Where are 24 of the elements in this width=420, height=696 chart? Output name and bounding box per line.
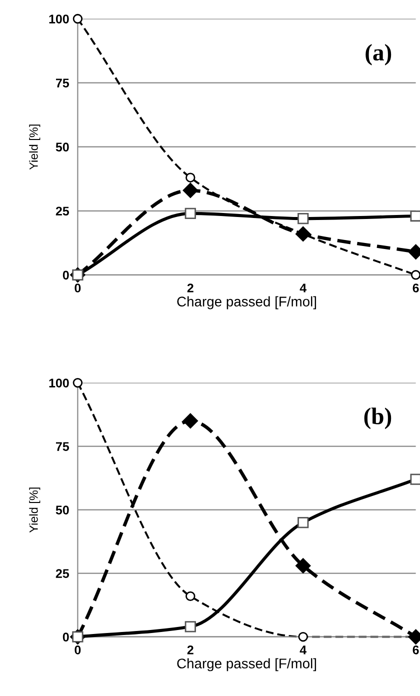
y-tick-label: 100 [49,14,69,24]
annotation: (a) [366,44,392,66]
x-tick-label: 0 [74,284,81,292]
x-axis-title: Charge passed [F/mol] [177,296,316,310]
y-axis-title: Yield [%] [29,124,40,170]
y-tick-label: 75 [56,442,70,451]
annotation: (b) [364,408,392,430]
x-tick-label: 0 [74,646,81,654]
y-tick-label: 50 [56,142,69,152]
y-tick-label: 50 [56,506,69,514]
x-tick-label: 2 [187,284,194,292]
y-axis-title: Yield [%] [29,488,40,533]
y-tick-label: 25 [56,206,70,216]
y-tick-label: 0 [62,632,69,642]
x-tick-label: 4 [300,284,307,292]
y-tick-label: 75 [56,78,70,88]
y-tick-label: 25 [56,569,70,578]
y-tick-label: 0 [62,270,69,280]
x-tick-label: 6 [412,284,419,292]
x-tick-label: 6 [412,646,419,654]
x-axis-title: Charge passed [F/mol] [177,658,316,672]
x-tick-label: 2 [187,646,194,654]
y-tick-label: 100 [49,378,69,388]
x-tick-label: 4 [300,646,307,654]
